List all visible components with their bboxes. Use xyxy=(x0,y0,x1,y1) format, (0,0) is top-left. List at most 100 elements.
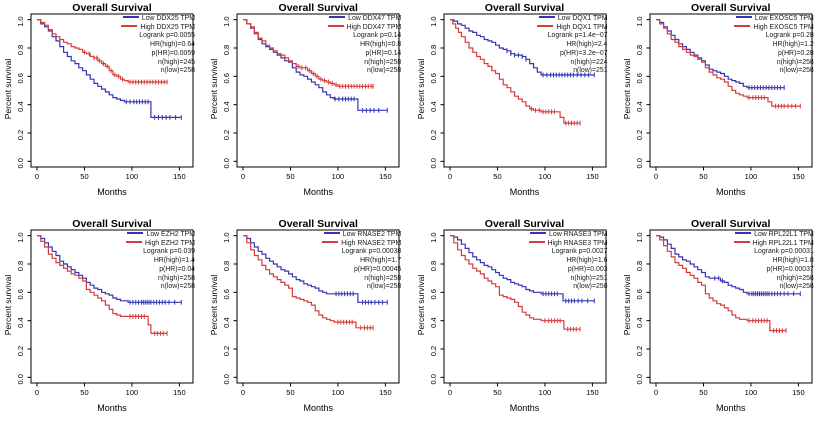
svg-text:0.2: 0.2 xyxy=(16,346,25,356)
svg-text:100: 100 xyxy=(126,388,139,397)
svg-text:100: 100 xyxy=(744,172,757,181)
legend-label-high: High EZH2 TPM xyxy=(144,239,195,247)
panel-title: Overall Survival xyxy=(691,2,771,14)
panel-title: Overall Survival xyxy=(72,218,152,230)
svg-text:0.0: 0.0 xyxy=(429,158,438,168)
low-line-swatch xyxy=(735,16,752,18)
stat-logrank: Logrank p=0.00038 xyxy=(341,248,402,256)
km-plot-canvas: 0 50 100 150 0.0 0.2 0.4 0.6 0.8 1.0 xyxy=(16,229,194,397)
legend-entry-low: Low DDX47 TPM xyxy=(328,15,401,24)
stat-nhigh: n(high)=258 xyxy=(776,274,814,282)
svg-text:0.4: 0.4 xyxy=(16,101,25,111)
svg-text:150: 150 xyxy=(173,388,186,397)
svg-text:150: 150 xyxy=(792,388,805,397)
km-panel-rnase2: Overall Survival Percent survival 0 50 100… xyxy=(206,216,412,432)
km-panel-ezh2: Overall Survival Percent survival 0 50 100… xyxy=(0,216,206,432)
svg-text:0.8: 0.8 xyxy=(222,45,231,55)
svg-text:0: 0 xyxy=(241,172,245,181)
stat-nlow: n(low)=258 xyxy=(779,283,814,291)
high-line-swatch xyxy=(327,24,344,27)
stat-nhigh: n(high)=258 xyxy=(776,58,814,66)
x-axis-label: Months xyxy=(715,403,746,413)
svg-text:0: 0 xyxy=(654,388,658,397)
legend-label-low: Low RNASE2 TPM xyxy=(342,231,402,238)
svg-text:0.2: 0.2 xyxy=(16,130,25,140)
high-line-swatch xyxy=(537,24,554,27)
svg-text:0: 0 xyxy=(654,172,658,181)
panel-title: Overall Survival xyxy=(278,218,358,230)
stat-nlow: n(low)=258 xyxy=(779,67,814,75)
x-axis-label: Months xyxy=(303,403,333,413)
km-panel-rpl22l1: Overall Survival Percent survival 0 50 100… xyxy=(619,216,825,432)
stat-hr: HR(high)=0.64 xyxy=(149,41,195,49)
stat-nlow: n(low)=258 xyxy=(160,283,195,291)
x-axis-label: Months xyxy=(509,403,540,413)
panel-title: Overall Survival xyxy=(484,218,565,230)
svg-text:150: 150 xyxy=(379,172,392,181)
stat-nlow: n(low)=258 xyxy=(366,283,402,291)
legend-label-low: Low EXOSC5 TPM xyxy=(754,15,814,22)
stat-nlow: n(low)=258 xyxy=(366,67,402,75)
x-axis-label: Months xyxy=(97,403,127,413)
svg-text:0: 0 xyxy=(241,388,245,397)
stat-logrank: Logrank p=0.039 xyxy=(143,248,195,256)
legend-label-high: High RNASE2 TPM xyxy=(341,239,402,247)
svg-text:0.0: 0.0 xyxy=(222,374,231,384)
svg-text:50: 50 xyxy=(699,388,707,397)
stat-nhigh: n(high)=245 xyxy=(158,58,195,66)
legend-label-low: Low RPL22L1 TPM xyxy=(754,231,814,238)
legend-entry-high: High RNASE2 TPM xyxy=(322,240,401,249)
svg-text:50: 50 xyxy=(287,172,295,181)
legend: Low EZH2 TPM High EZH2 TPM Logrank p=0.0… xyxy=(125,231,195,292)
legend-entry-low: Low EXOSC5 TPM xyxy=(734,15,814,24)
svg-text:0: 0 xyxy=(447,388,451,397)
svg-text:0.6: 0.6 xyxy=(16,73,25,83)
x-axis-label: Months xyxy=(97,187,127,197)
high-line-swatch xyxy=(734,24,751,27)
legend-entry-high: High DDX47 TPM xyxy=(327,24,401,33)
legend-entry-high: High DQX1 TPM xyxy=(537,23,608,33)
legend-label-low: Low DQX1 TPM xyxy=(557,15,608,22)
panel-title: Overall Survival xyxy=(691,218,771,230)
svg-text:150: 150 xyxy=(586,388,599,397)
low-line-swatch xyxy=(538,16,555,18)
svg-text:0.0: 0.0 xyxy=(16,158,25,168)
km-plot-canvas: 0 50 100 150 0.0 0.2 0.4 0.6 0.8 1.0 xyxy=(429,229,606,397)
km-panel-exosc5: Overall Survival Percent survival 0 50 100… xyxy=(619,0,825,216)
stat-hr: HR(high)=1.8 xyxy=(772,257,814,265)
legend-entry-low: Low RNASE3 TPM xyxy=(529,231,608,240)
svg-text:0.6: 0.6 xyxy=(429,289,438,299)
stat-hr: HR(high)=1.6 xyxy=(566,257,608,265)
low-line-swatch xyxy=(530,232,547,234)
legend-label-high: High RNASE3 TPM xyxy=(547,239,608,247)
svg-text:100: 100 xyxy=(332,172,345,181)
svg-text:0.4: 0.4 xyxy=(222,101,231,111)
low-line-swatch xyxy=(122,16,139,18)
stat-hr: HR(high)=1.4 xyxy=(153,257,195,265)
svg-text:0.6: 0.6 xyxy=(16,289,25,299)
legend: Low RNASE3 TPM High RNASE3 TPM Logrank p… xyxy=(528,231,608,292)
stat-nlow: n(low)=258 xyxy=(160,67,195,75)
stat-logrank: Logrank p=0.00031 xyxy=(754,248,814,256)
stat-nlow: n(low)=251 xyxy=(573,67,608,75)
svg-text:1.0: 1.0 xyxy=(222,232,231,242)
panel-title: Overall Survival xyxy=(72,2,152,14)
svg-text:100: 100 xyxy=(126,172,139,181)
km-panel-dqx1: Overall Survival Percent survival 0 50 100… xyxy=(413,0,619,216)
legend-entry-low: Low RNASE2 TPM xyxy=(322,231,401,240)
legend-label-high: High DQX1 TPM xyxy=(556,23,608,31)
low-line-swatch xyxy=(735,232,752,234)
svg-text:1.0: 1.0 xyxy=(16,232,25,242)
panel-title: Overall Survival xyxy=(484,2,565,14)
stat-logrank: Logrank p=1.4e−07 xyxy=(547,32,608,40)
svg-text:100: 100 xyxy=(538,388,551,397)
svg-text:0.0: 0.0 xyxy=(16,374,25,384)
km-plot-canvas: 0 50 100 150 0.0 0.2 0.4 0.6 0.8 1.0 xyxy=(16,13,194,181)
stat-hr: HR(high)=1.2 xyxy=(772,41,814,49)
svg-text:0.8: 0.8 xyxy=(429,45,438,55)
legend: Low DQX1 TPM High DQX1 TPM Logrank p=1.4… xyxy=(537,15,608,76)
svg-text:0: 0 xyxy=(35,172,39,181)
svg-text:0.6: 0.6 xyxy=(222,73,231,83)
svg-text:50: 50 xyxy=(287,388,295,397)
legend-label-high: High RPL22L1 TPM xyxy=(752,239,814,247)
